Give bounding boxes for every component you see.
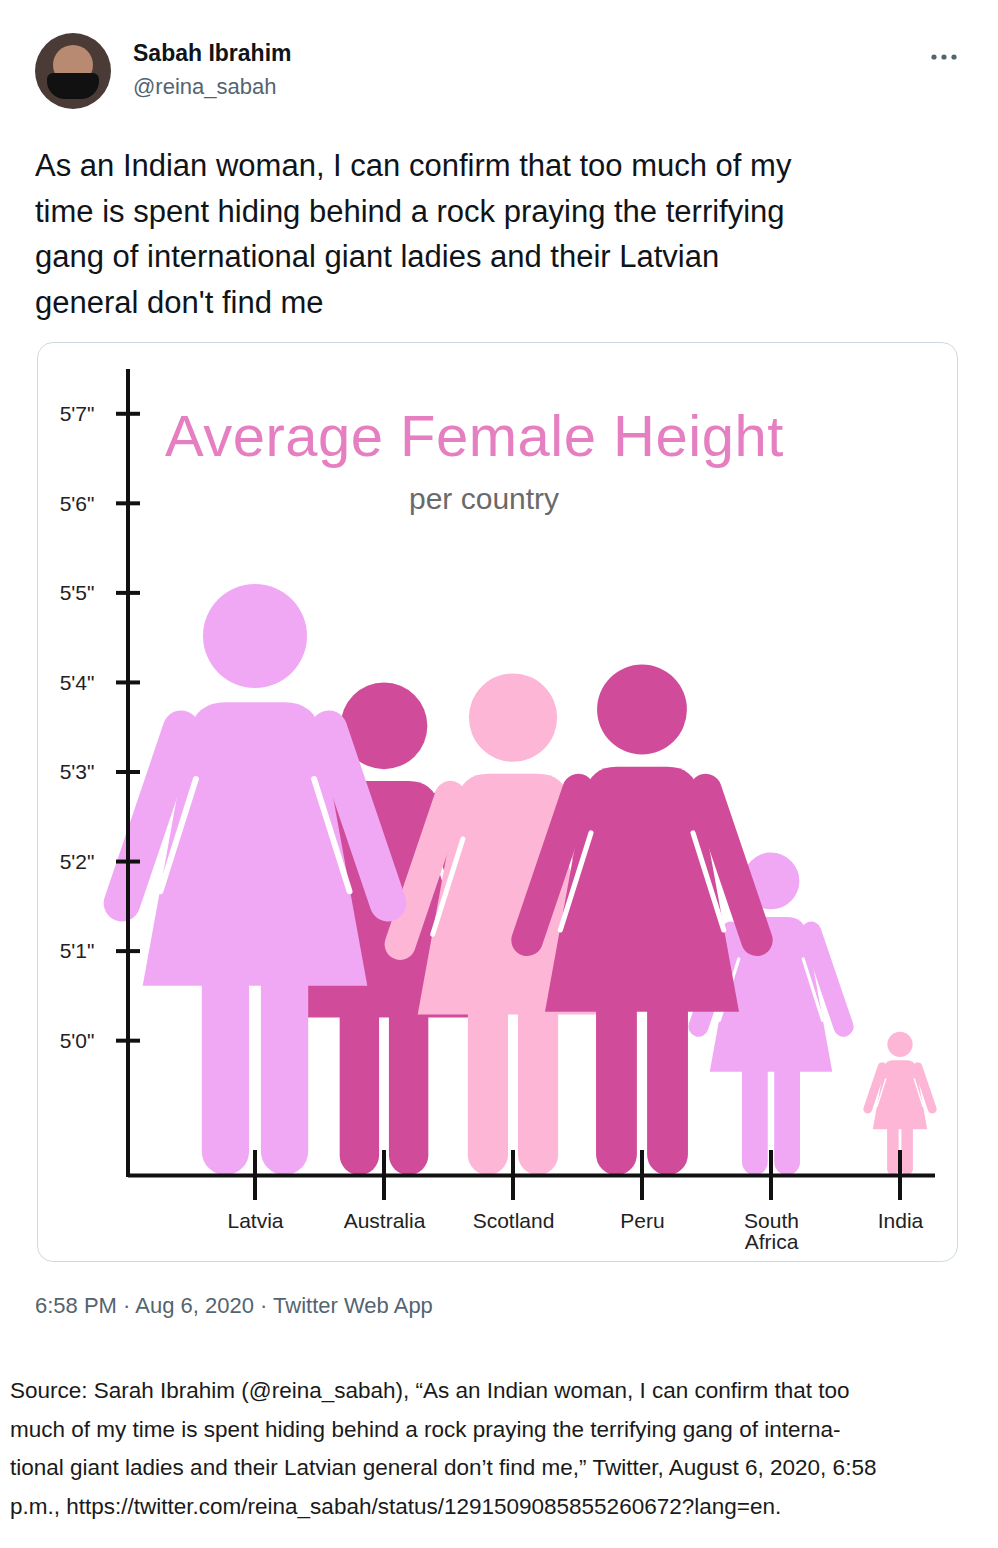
svg-text:5'6": 5'6" xyxy=(60,492,95,515)
svg-text:5'7": 5'7" xyxy=(60,402,95,425)
html-text:tional giant ladies and their: tional giant ladies and their Latvian ge… xyxy=(10,1455,877,1480)
svg-text:Peru: Peru xyxy=(620,1209,664,1232)
svg-text:5'4": 5'4" xyxy=(60,671,95,694)
html-text:As an Indian woman, I can conf: As an Indian woman, I can confirm that t… xyxy=(35,148,792,183)
html-text:@reina_sabah: @reina_sabah xyxy=(133,74,277,99)
svg-text:5'5": 5'5" xyxy=(60,581,95,604)
svg-text:Latvia: Latvia xyxy=(227,1209,283,1232)
svg-text:SouthAfrica: SouthAfrica xyxy=(744,1209,799,1253)
svg-text:5'0": 5'0" xyxy=(60,1029,95,1052)
svg-text:5'2": 5'2" xyxy=(60,850,95,873)
html-text:much of my time is spent hidin: much of my time is spent hiding behind a… xyxy=(10,1416,841,1442)
html-text:gang of international giant la: gang of international giant ladies and t… xyxy=(35,239,720,274)
html-text:general don't find me: general don't find me xyxy=(35,284,324,320)
html-text:Source: Sarah Ibrahim (@reina_: Source: Sarah Ibrahim (@reina_sabah), “A… xyxy=(10,1378,850,1403)
html-text:time is spent hiding behind a: time is spent hiding behind a rock prayi… xyxy=(35,193,785,229)
html-text:6:58 PM · Aug 6, 2020 · Twitte: 6:58 PM · Aug 6, 2020 · Twitter Web App xyxy=(35,1293,433,1318)
html-text:Sabah Ibrahim: Sabah Ibrahim xyxy=(133,40,292,66)
svg-text:India: India xyxy=(878,1209,924,1232)
html-text:Average Female Height: Average Female Height xyxy=(165,403,784,468)
svg-text:Australia: Australia xyxy=(344,1209,426,1232)
html-text:per country: per country xyxy=(409,482,560,515)
html-text:p.m., https://twitter.com/rein: p.m., https://twitter.com/reina_sabah/st… xyxy=(10,1493,782,1519)
svg-text:Scotland: Scotland xyxy=(473,1209,555,1232)
svg-text:5'3": 5'3" xyxy=(60,760,95,783)
svg-text:5'1": 5'1" xyxy=(60,939,95,962)
